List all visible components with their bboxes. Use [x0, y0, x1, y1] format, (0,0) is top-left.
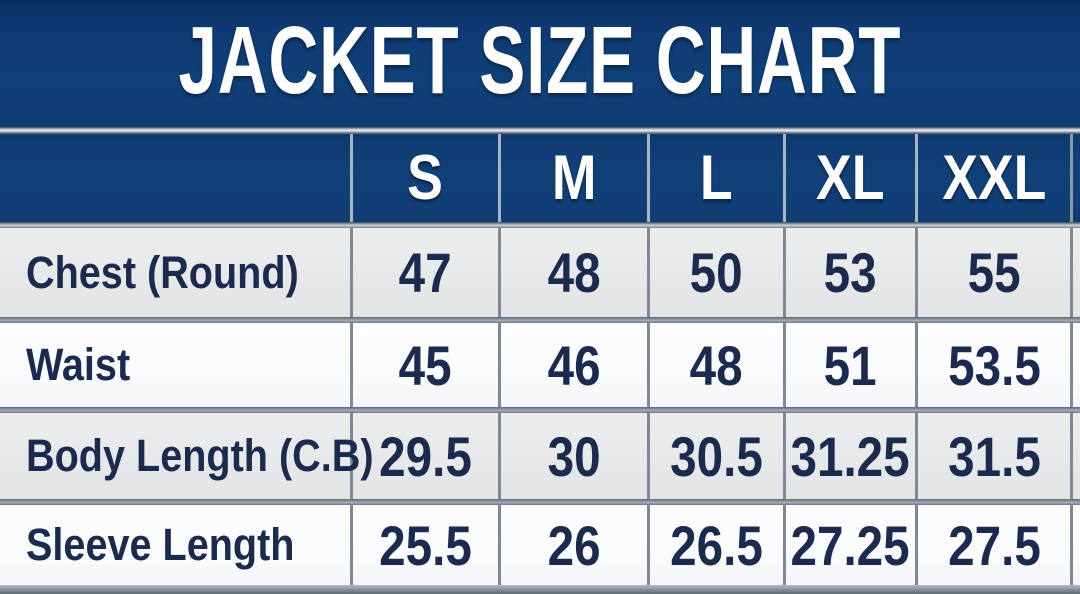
column-header-xl: XL: [783, 134, 915, 222]
cell-waist-xxl: 53.5: [915, 323, 1070, 407]
row-label: Waist: [26, 339, 131, 390]
cell-chest-s: 47: [350, 228, 498, 317]
header-edge-sliver: [1070, 134, 1080, 222]
cell-sleeve-m: 26: [498, 505, 647, 585]
cell-bodylength-m: 30: [498, 413, 647, 499]
row-edge-sliver: [1070, 413, 1080, 499]
row-label: Sleeve Length: [26, 519, 295, 570]
row-divider: [0, 317, 1080, 323]
page-title: JACKET SIZE CHART: [178, 6, 902, 114]
cell-waist-m: 46: [498, 323, 647, 407]
corner-cell: [0, 134, 350, 222]
cell-chest-m: 48: [498, 228, 647, 317]
column-header-m: M: [498, 134, 647, 222]
cell-sleeve-l: 26.5: [647, 505, 783, 585]
cell-waist-s: 45: [350, 323, 498, 407]
table-row-waist: Waist 45 46 48 51 53.5: [0, 323, 1080, 407]
title-banner: JACKET SIZE CHART: [0, 0, 1080, 127]
cell-chest-l: 50: [647, 228, 783, 317]
cell-bodylength-s: 29.5: [350, 413, 498, 499]
cell-sleeve-s: 25.5: [350, 505, 498, 585]
row-divider: [0, 499, 1080, 505]
cell-sleeve-xxl: 27.5: [915, 505, 1070, 585]
cell-waist-l: 48: [647, 323, 783, 407]
table-row-sleeve-length: Sleeve Length 25.5 26 26.5 27.25 27.5: [0, 505, 1080, 585]
metal-separator-header: [0, 222, 1080, 228]
bottom-edge-bar: [0, 585, 1080, 594]
cell-sleeve-xl: 27.25: [783, 505, 915, 585]
table-row-body-length: Body Length (C.B) 29.5 30 30.5 31.25 31.…: [0, 413, 1080, 499]
row-label: Chest (Round): [26, 246, 299, 298]
table-row-chest: Chest (Round) 47 48 50 53 55: [0, 228, 1080, 317]
metal-separator-top: [0, 127, 1080, 134]
cell-waist-xl: 51: [783, 323, 915, 407]
column-header-s: S: [350, 134, 498, 222]
row-divider: [0, 407, 1080, 413]
table-header-row: S M L XL XXL: [0, 134, 1080, 222]
cell-chest-xl: 53: [783, 228, 915, 317]
column-header-xxl: XXL: [915, 134, 1070, 222]
row-edge-sliver: [1070, 228, 1080, 317]
column-header-l: L: [647, 134, 783, 222]
cell-chest-xxl: 55: [915, 228, 1070, 317]
cell-bodylength-xxl: 31.5: [915, 413, 1070, 499]
cell-bodylength-xl: 31.25: [783, 413, 915, 499]
cell-bodylength-l: 30.5: [647, 413, 783, 499]
row-edge-sliver: [1070, 323, 1080, 407]
row-label: Body Length (C.B): [26, 430, 374, 481]
row-edge-sliver: [1070, 505, 1080, 585]
